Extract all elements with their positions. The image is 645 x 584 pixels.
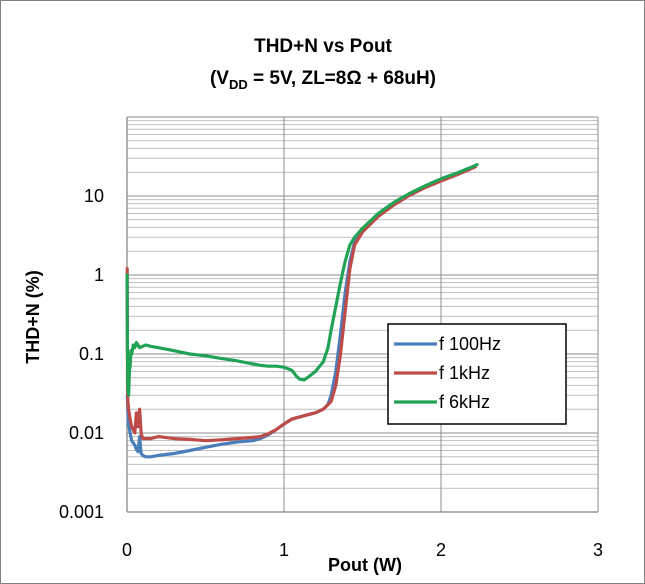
y-tick-label: 0.1 xyxy=(79,344,104,364)
legend-label: f 6kHz xyxy=(439,392,490,412)
legend: f 100Hz f 1kHz f 6kHz xyxy=(387,323,567,425)
axes xyxy=(126,117,598,513)
tick-labels: 0 1 2 3 0.001 0.01 0.1 1 10 xyxy=(59,186,603,560)
series-line-f-6khz xyxy=(125,163,479,397)
x-axis-title: Pout (W) xyxy=(328,555,402,575)
series-line-f-1khz xyxy=(125,165,478,443)
x-tick-label: 0 xyxy=(122,540,132,560)
chart-subtitle-prefix: (V xyxy=(210,68,229,89)
legend-label: f 100Hz xyxy=(439,334,501,354)
legend-label: f 1kHz xyxy=(439,363,490,383)
y-tick-label: 0.001 xyxy=(59,502,104,522)
x-tick-label: 3 xyxy=(593,540,603,560)
y-tick-label: 1 xyxy=(94,265,104,285)
chart-subtitle-suffix: = 5V, ZL=8Ω + 68uH) xyxy=(248,68,436,89)
x-tick-label: 2 xyxy=(436,540,446,560)
x-tick-label: 1 xyxy=(279,540,289,560)
chart-subtitle-subscript: DD xyxy=(229,77,248,92)
y-axis-title: THD+N (%) xyxy=(23,270,43,364)
y-tick-label: 0.01 xyxy=(69,423,104,443)
chart-title: THD+N vs Pout xyxy=(254,36,392,57)
y-tick-label: 10 xyxy=(84,186,104,206)
gridlines xyxy=(127,116,599,512)
chart-title-group: THD+N vs Pout (VDD = 5V, ZL=8Ω + 68uH) xyxy=(210,36,436,92)
series-lines xyxy=(125,163,479,459)
chart-subtitle: (VDD = 5V, ZL=8Ω + 68uH) xyxy=(210,68,436,92)
